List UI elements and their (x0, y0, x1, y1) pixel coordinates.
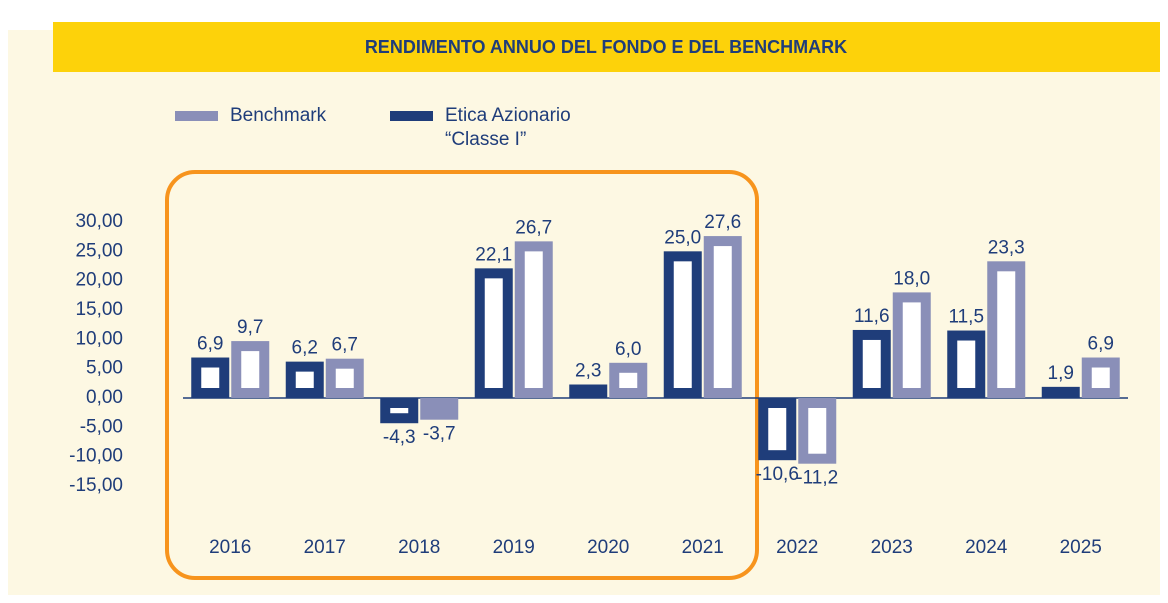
value-label: 2,3 (575, 361, 601, 382)
bar (663, 251, 702, 399)
value-label: 11,5 (948, 307, 984, 328)
x-tick-label: 2020 (587, 537, 629, 558)
bar (798, 398, 837, 464)
value-label: 9,7 (237, 317, 263, 338)
y-tick-label: 10,00 (75, 328, 123, 349)
legend-swatch (390, 111, 433, 121)
x-tick-label: 2022 (776, 537, 818, 558)
value-label: 6,2 (292, 338, 318, 359)
x-tick-label: 2024 (965, 537, 1008, 558)
bar (420, 398, 459, 420)
y-tick-label: 20,00 (75, 270, 123, 291)
bar (231, 341, 270, 398)
x-tick-label: 2016 (209, 537, 251, 558)
value-label: 6,9 (197, 334, 223, 355)
bar (380, 398, 419, 424)
value-label: 11,6 (854, 306, 890, 327)
value-label: -10,6 (756, 464, 799, 485)
value-label: 22,1 (475, 244, 512, 265)
value-label: 25,0 (664, 227, 701, 248)
value-label: -4,3 (383, 427, 416, 448)
legend-label: Benchmark (230, 105, 327, 126)
bar (514, 241, 553, 398)
value-label: 26,7 (515, 217, 552, 238)
bar (852, 329, 891, 398)
highlight-frame (165, 170, 759, 580)
bar (892, 292, 931, 398)
bar (1041, 386, 1080, 398)
bar (1081, 357, 1120, 398)
bar (325, 358, 364, 398)
value-label: -11,2 (796, 468, 838, 489)
y-tick-label: 0,00 (86, 387, 123, 408)
y-tick-label: -15,00 (69, 475, 123, 496)
y-tick-label: 15,00 (75, 299, 123, 320)
y-tick-label: 30,00 (75, 211, 123, 232)
background (8, 30, 1160, 595)
x-tick-label: 2021 (682, 537, 724, 558)
value-label: 6,7 (332, 335, 358, 356)
value-label: 18,0 (893, 268, 930, 289)
x-tick-label: 2019 (493, 537, 535, 558)
value-label: 1,9 (1048, 363, 1074, 384)
bar (987, 261, 1026, 399)
bar (703, 236, 742, 398)
x-tick-label: 2023 (871, 537, 913, 558)
title-bar (53, 22, 1160, 72)
y-tick-label: 25,00 (75, 240, 123, 261)
bar (191, 357, 230, 398)
bar (609, 362, 648, 398)
legend-swatch (175, 111, 218, 121)
y-tick-label: -10,00 (69, 446, 123, 467)
bar (474, 268, 513, 399)
x-tick-label: 2017 (304, 537, 346, 558)
value-label: 27,6 (704, 212, 741, 233)
bar (569, 384, 608, 398)
bar (758, 398, 797, 461)
legend-label: Etica Azionario “Classe I” (445, 105, 571, 150)
y-tick-label: 5,00 (86, 358, 123, 379)
bar (285, 361, 324, 399)
value-label: 6,0 (615, 339, 641, 360)
chart-title: RENDIMENTO ANNUO DEL FONDO E DEL BENCHMA… (365, 37, 847, 57)
x-tick-label: 2018 (398, 537, 440, 558)
value-label: -3,7 (423, 424, 456, 445)
y-tick-label: -5,00 (80, 416, 123, 437)
value-label: 23,3 (988, 237, 1025, 258)
bar (947, 330, 986, 398)
value-label: 6,9 (1088, 334, 1114, 355)
x-tick-label: 2025 (1060, 537, 1102, 558)
